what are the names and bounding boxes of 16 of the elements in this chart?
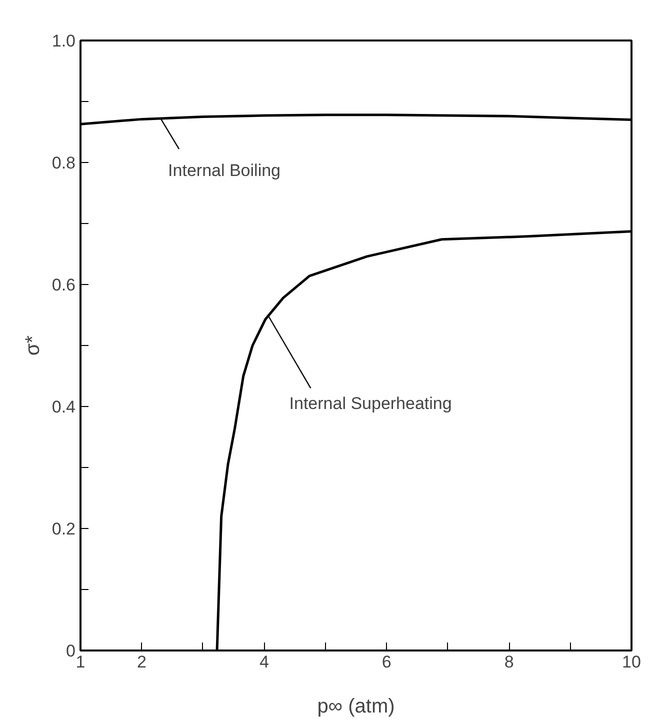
y-tick-label: 0 — [66, 642, 76, 660]
x-tick-label: 8 — [504, 652, 514, 672]
x-tick-label: 6 — [382, 652, 392, 672]
y-tick-label: 0.2 — [52, 520, 76, 538]
x-tick-label: 10 — [622, 652, 641, 672]
y-tick-label: 0.4 — [52, 398, 76, 416]
y-tick-label: 0.6 — [52, 276, 76, 294]
y-tick-label: 1.0 — [52, 32, 76, 50]
x-axis-title: p∞ (atm) — [317, 696, 395, 718]
annotation: Internal Boiling — [168, 160, 281, 180]
annotation: Internal Superheating — [289, 394, 452, 413]
x-tick-label: 1 — [76, 652, 86, 672]
x-tick-label: 4 — [259, 652, 269, 672]
y-axis-title: σ* — [22, 335, 44, 356]
x-tick-label: 2 — [136, 652, 146, 672]
y-tick-label: 0.8 — [52, 154, 76, 172]
